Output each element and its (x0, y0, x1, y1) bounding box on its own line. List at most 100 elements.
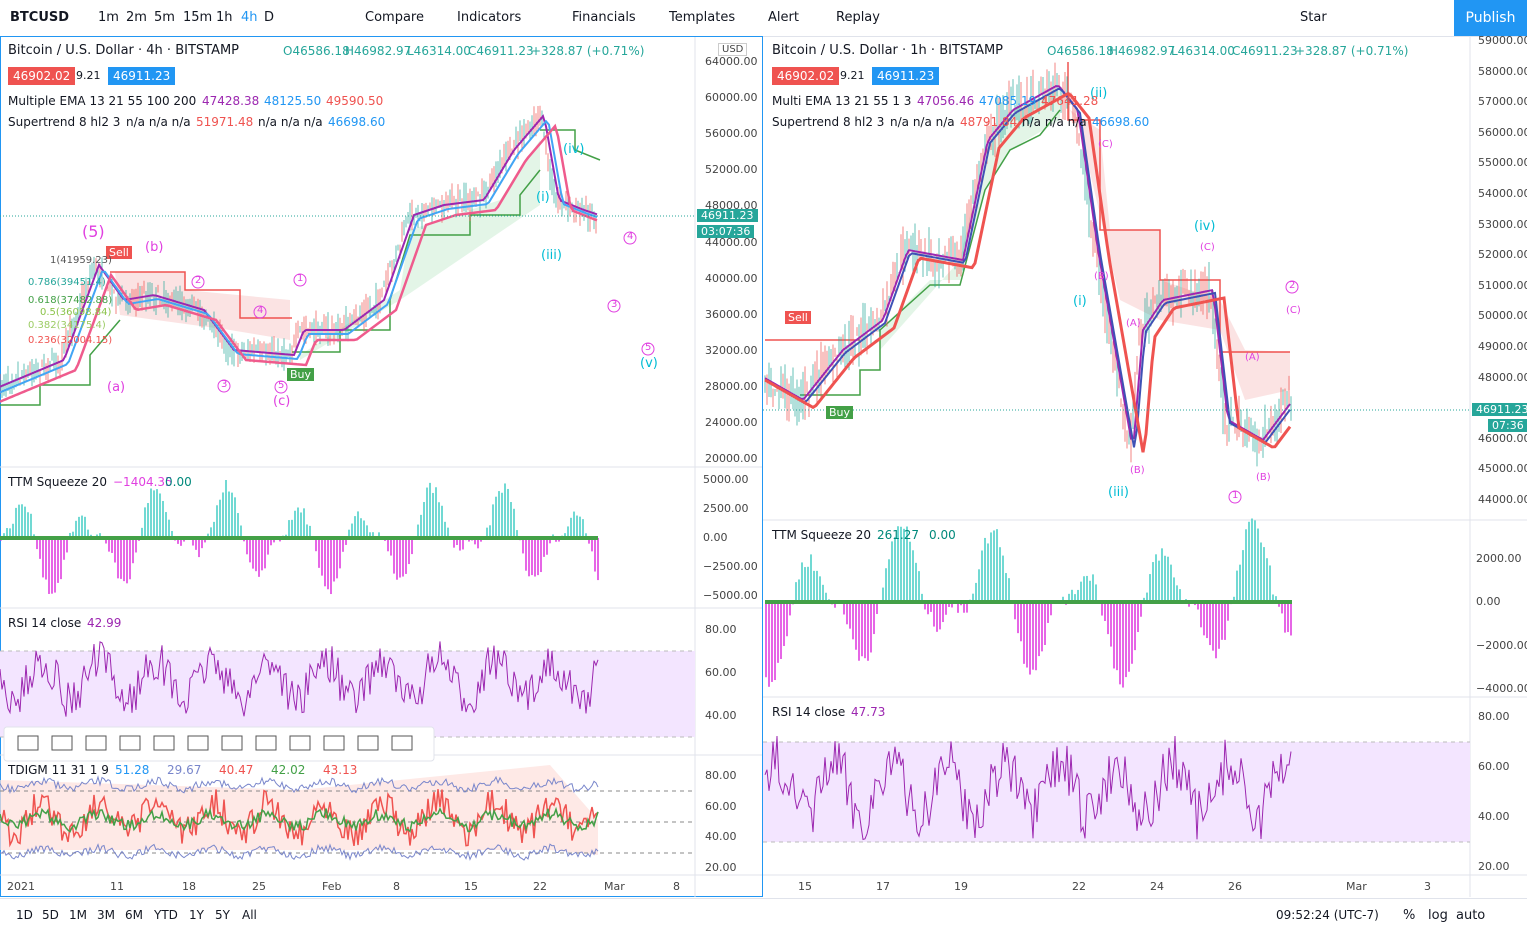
axis-label: 56000.00 (705, 127, 758, 140)
histogram-bar (357, 511, 359, 538)
histogram-bar (765, 602, 767, 677)
histogram-bar (1227, 602, 1229, 621)
histogram-bar (1155, 554, 1157, 602)
histogram-bar (84, 517, 86, 538)
time-label: 25 (252, 880, 266, 893)
ohlc-value: H46982.97 (345, 44, 411, 58)
histogram-bar (1173, 577, 1175, 602)
indicator-value: 47056.46 (917, 94, 974, 108)
wave-label: 0.382(34175.4) (28, 320, 106, 331)
histogram-bar (411, 538, 413, 554)
axis-label: 51000.00 (1478, 279, 1527, 292)
ohlc-value: C46911.23 (1232, 44, 1298, 58)
scale-option[interactable]: auto (1456, 908, 1485, 923)
histogram-bar (1038, 602, 1040, 656)
axis-label: 44000.00 (1478, 493, 1527, 506)
histogram-bar (501, 493, 503, 538)
histogram-bar (1254, 520, 1256, 602)
range-button[interactable]: 5Y (215, 908, 230, 922)
range-button[interactable]: YTD (154, 908, 178, 922)
indicator-value: 42.99 (87, 616, 121, 630)
indicator-name: RSI 14 close (8, 616, 81, 630)
histogram-bar (435, 487, 437, 538)
range-button[interactable]: 1D (16, 908, 33, 922)
wave-label: 0.618(37482.88) (28, 295, 112, 306)
histogram-bar (144, 507, 146, 538)
histogram-bar (21, 504, 23, 538)
histogram-bar (852, 602, 854, 639)
indicator-name: Multiple EMA 13 21 55 100 200 (8, 94, 196, 108)
histogram-bar (1008, 578, 1010, 602)
histogram-bar (264, 538, 266, 568)
histogram-bar (1125, 602, 1127, 677)
histogram-bar (1290, 602, 1292, 635)
histogram-bar (1176, 585, 1178, 602)
indicator-value: 261.27 (877, 528, 919, 542)
histogram-bar (1284, 602, 1286, 633)
wave-label: 1(41959.23) (50, 255, 112, 266)
histogram-bar (333, 538, 335, 581)
wave-label: (iv) (1194, 219, 1215, 234)
histogram-bar (1107, 602, 1109, 634)
histogram-bar (801, 562, 803, 602)
histogram-bar (429, 483, 431, 538)
axis-label: 0.00 (703, 531, 728, 544)
histogram-bar (81, 516, 83, 538)
wave-label: (i) (1073, 294, 1087, 309)
scale-option[interactable]: log (1428, 908, 1448, 923)
histogram-bar (1044, 602, 1046, 645)
histogram-bar (888, 559, 890, 602)
histogram-bar (1032, 602, 1034, 670)
range-button[interactable]: All (242, 908, 257, 922)
histogram-bar (579, 517, 581, 538)
histogram-bar (1149, 574, 1151, 602)
range-button[interactable]: 1M (69, 908, 87, 922)
axis-label: 60000.00 (705, 91, 758, 104)
histogram-bar (216, 505, 218, 538)
time-label: 8 (393, 880, 400, 893)
histogram-bar (942, 602, 944, 622)
indicator-name: TTM Squeeze 20 (8, 475, 107, 489)
indicator-value: 0.00 (165, 475, 192, 489)
range-button[interactable]: 1Y (189, 908, 204, 922)
ohlc-value: C46911.23 (468, 44, 534, 58)
histogram-bar (354, 516, 356, 538)
histogram-bar (912, 550, 914, 602)
histogram-bar (870, 602, 872, 652)
histogram-bar (846, 602, 848, 624)
histogram-bar (120, 538, 122, 579)
histogram-bar (66, 538, 68, 552)
histogram-bar (339, 538, 341, 568)
scale-option[interactable]: % (1403, 908, 1415, 923)
range-button[interactable]: 5D (42, 908, 59, 922)
wave-number: 2 (195, 275, 201, 286)
axis-label: 2500.00 (703, 502, 749, 515)
indicator-value: 48791.84 (960, 115, 1017, 129)
histogram-bar (1170, 565, 1172, 602)
range-button[interactable]: 3M (97, 908, 115, 922)
histogram-bar (123, 538, 125, 581)
histogram-bar (1158, 561, 1160, 602)
last-price-tag: 46911.23 (1472, 403, 1527, 416)
histogram-bar (303, 508, 305, 538)
histogram-bar (594, 538, 596, 572)
histogram-bar (576, 516, 578, 538)
histogram-bar (867, 602, 869, 661)
range-button[interactable]: 6M (125, 908, 143, 922)
histogram-bar (363, 521, 365, 538)
drawing-toolbar (4, 727, 434, 761)
axis-label: 46000.00 (1478, 432, 1527, 445)
wave-number: 4 (257, 305, 263, 316)
histogram-bar (246, 538, 248, 554)
histogram-bar (330, 538, 332, 594)
histogram-bar (1221, 602, 1223, 640)
bid-tag: 46902.02 (772, 67, 839, 85)
indicator-name: TTM Squeeze 20 (772, 528, 871, 542)
histogram-bar (39, 538, 41, 559)
histogram-bar (990, 532, 992, 602)
histogram-bar (849, 602, 851, 629)
histogram-bar (1041, 602, 1043, 651)
histogram-bar (294, 511, 296, 538)
histogram-bar (894, 537, 896, 602)
